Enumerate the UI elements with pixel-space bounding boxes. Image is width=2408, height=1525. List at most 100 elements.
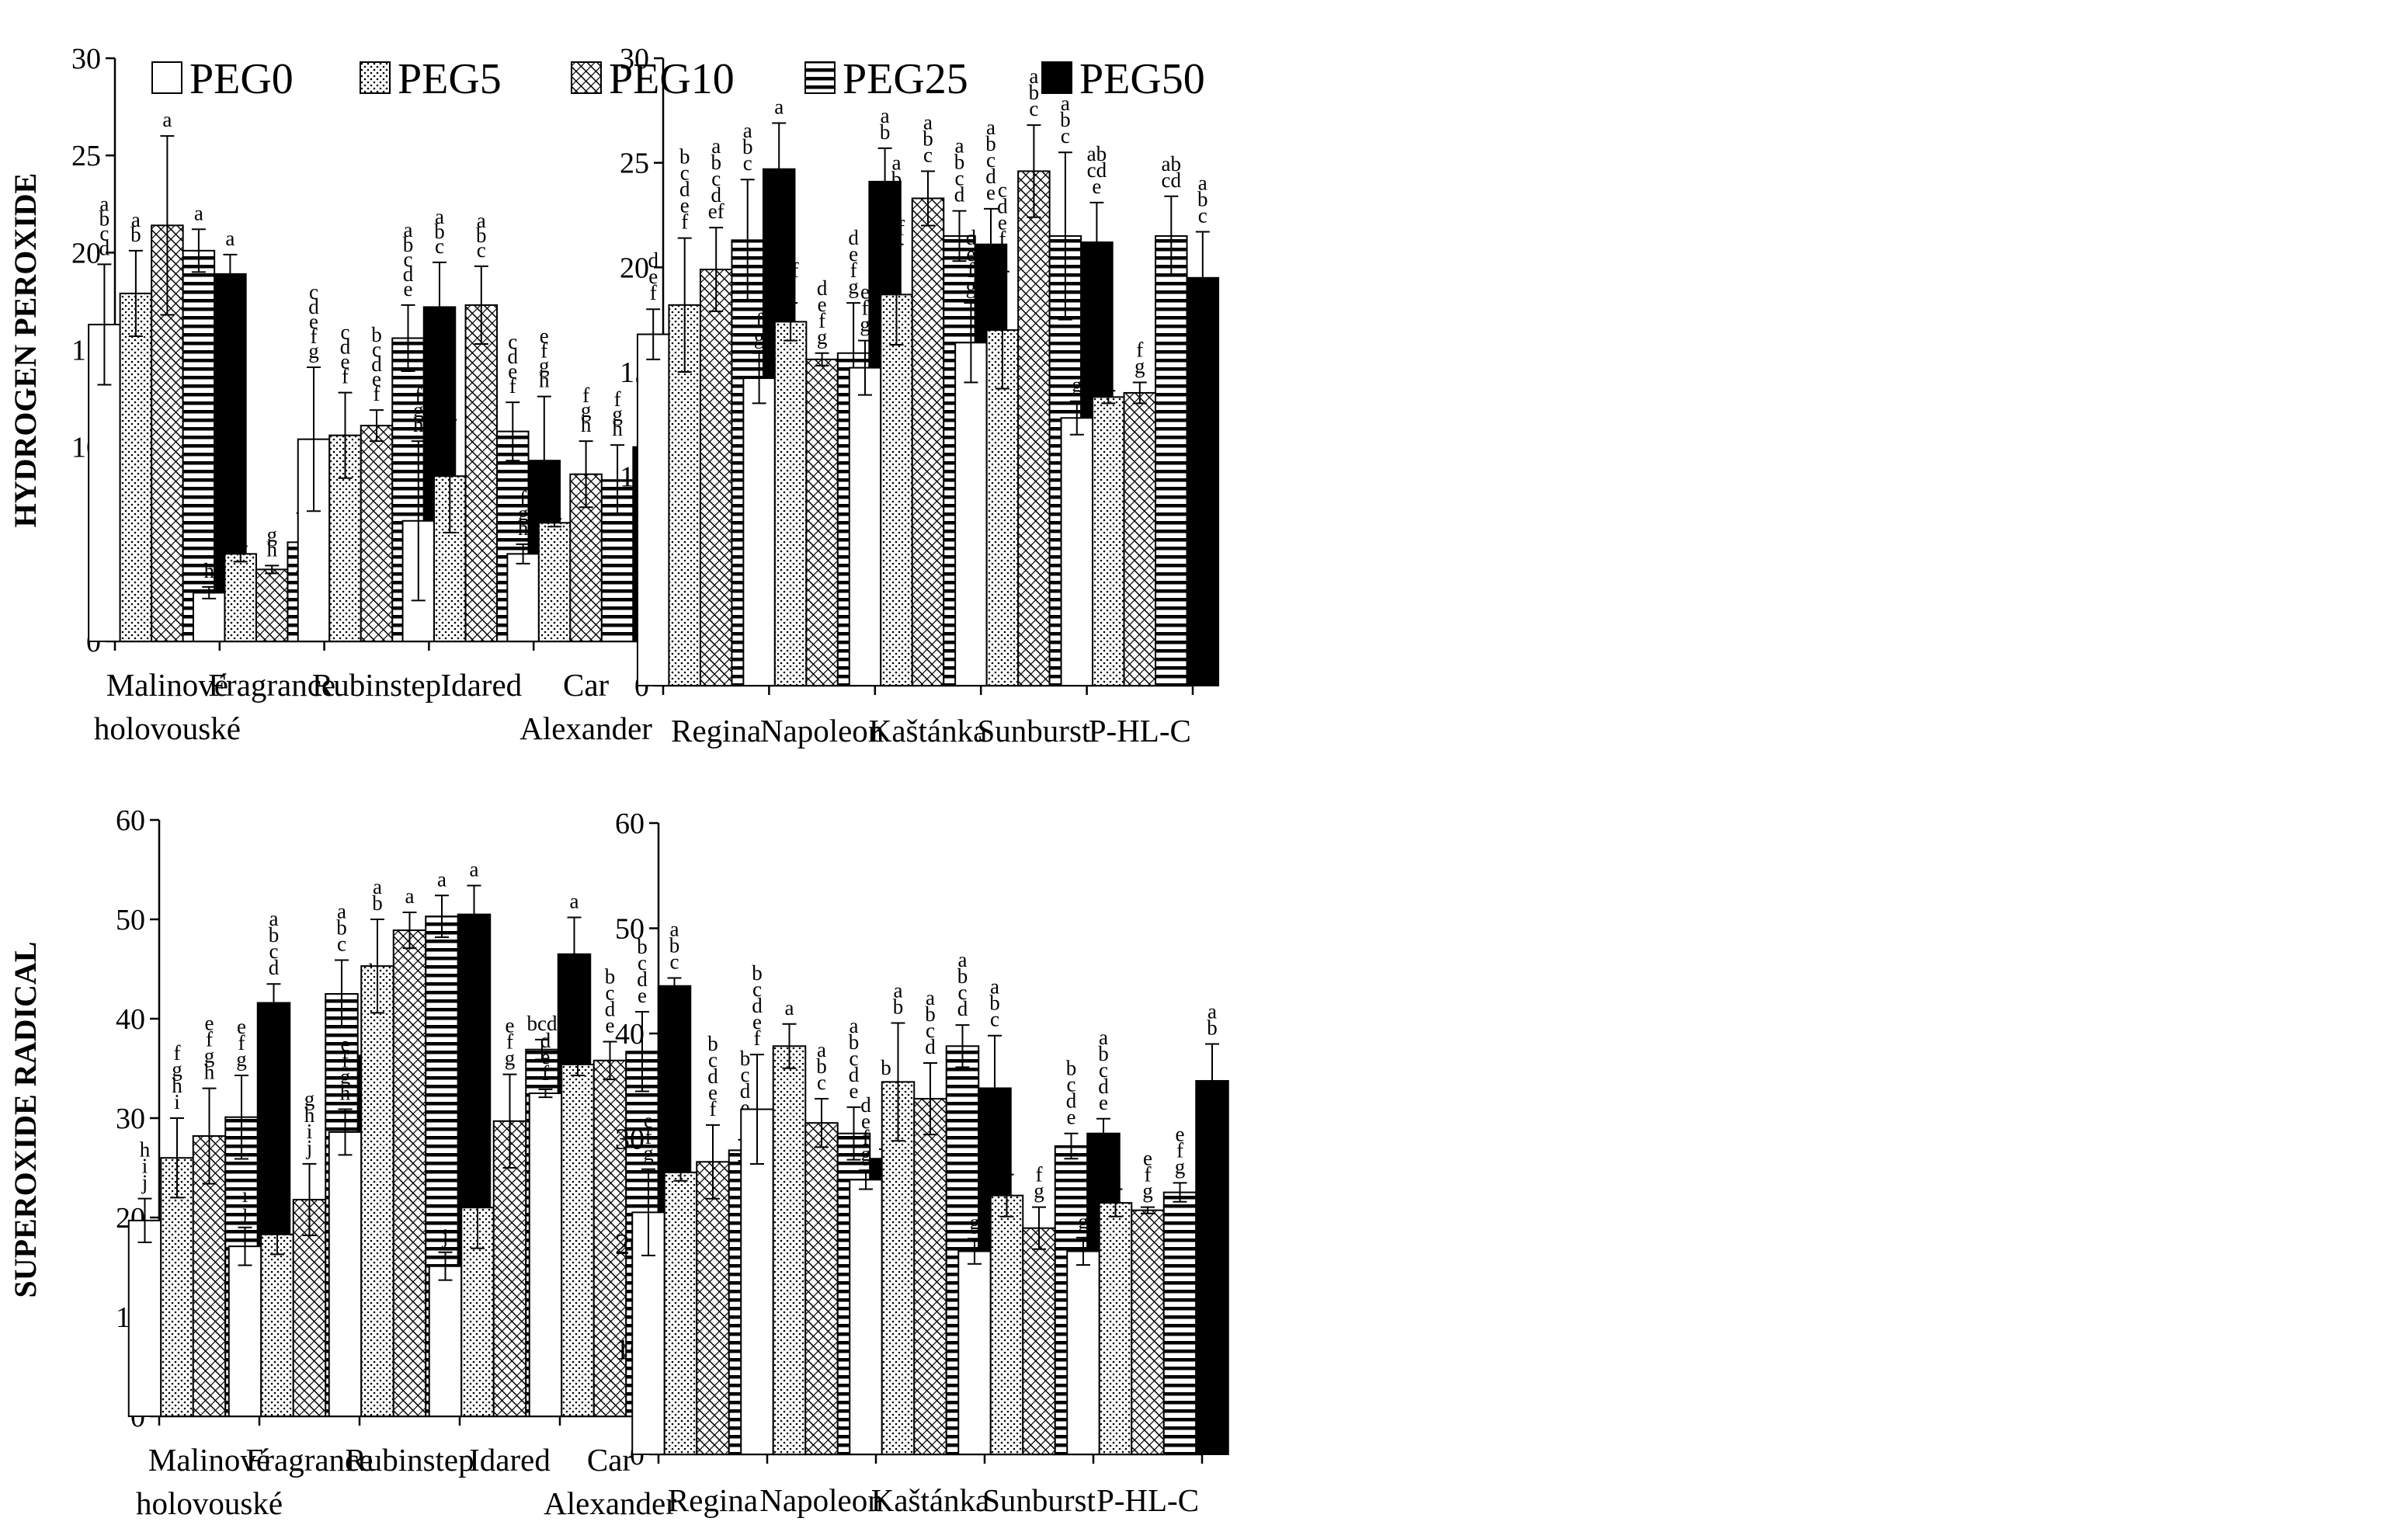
significance-letter: f	[509, 374, 516, 398]
significance-letter: a	[437, 867, 447, 891]
category-label: Kaštánka	[871, 1482, 990, 1518]
significance-letter: f	[342, 365, 349, 388]
significance-letter: b	[99, 207, 110, 230]
significance-letter: d	[997, 195, 1008, 218]
category-label: Regina	[668, 1482, 758, 1518]
significance-letter: i	[307, 1120, 313, 1143]
significance-letter: a	[477, 209, 486, 232]
y-tick-label: 30	[71, 43, 101, 75]
legend-label-peg0: PEG0	[189, 55, 294, 103]
significance-letter: h	[266, 537, 277, 561]
significance-letter: c	[477, 238, 486, 262]
significance-letter: j	[442, 1225, 449, 1248]
significance-letter: e	[541, 1045, 551, 1068]
significance-letter: g	[754, 325, 765, 349]
significance-letter: e	[341, 350, 350, 373]
significance-letter: a	[99, 192, 109, 215]
significance-letter: a	[774, 95, 784, 118]
significance-letter: b	[989, 992, 1000, 1015]
significance-letter: i	[474, 1123, 481, 1146]
significance-letter: g	[785, 275, 796, 298]
significance-letter: c	[1029, 97, 1038, 120]
significance-letter: a	[404, 218, 413, 241]
bar-peg0	[742, 377, 776, 686]
significance-letter: f	[862, 297, 869, 320]
y-tick-label: 50	[116, 904, 145, 936]
significance-letter: a	[470, 857, 479, 881]
significance-letter: a	[785, 996, 794, 1020]
significance-letter: f	[850, 259, 857, 282]
y-tick-label: 30	[615, 1124, 645, 1156]
significance-letter: g	[1002, 1147, 1013, 1170]
significance-letter: a	[1099, 1026, 1108, 1049]
significance-letter: i	[242, 1183, 248, 1207]
significance-letter: b	[336, 915, 347, 939]
significance-letter: f	[174, 1041, 181, 1065]
significance-letter: b	[707, 1032, 718, 1055]
significance-letter: c	[676, 1071, 686, 1094]
category-label: Car	[563, 667, 610, 703]
significance-letter: c	[99, 221, 109, 245]
significance-letter: b	[372, 891, 383, 915]
legend-swatch-peg5	[360, 61, 391, 94]
significance-letter: b	[1066, 1057, 1077, 1080]
significance-letter: f	[206, 1028, 213, 1051]
significance-letter: a	[337, 899, 346, 922]
bar-peg10	[699, 269, 733, 686]
significance-letter: c	[670, 950, 679, 974]
bar-peg0	[1060, 417, 1094, 687]
bar-peg10	[1123, 391, 1157, 686]
significance-letter: d	[679, 178, 690, 201]
significance-letter: g	[549, 476, 560, 499]
significance-letter: g	[860, 313, 870, 336]
significance-letter: g	[860, 1142, 871, 1165]
significance-letter: h	[413, 413, 424, 436]
significance-letter: d	[817, 276, 828, 300]
category-label: Idared	[469, 1442, 551, 1478]
significance-letter: e	[849, 242, 858, 266]
significance-letter: a	[958, 948, 968, 971]
significance-letter: f	[519, 487, 526, 510]
significance-letter: c	[958, 981, 968, 1004]
significance-letter: a	[1198, 172, 1207, 195]
significance-letter: e	[205, 1012, 214, 1035]
significance-letter: a	[990, 975, 999, 999]
bar-peg25	[1155, 234, 1188, 686]
significance-letter: c	[923, 143, 933, 166]
bar-peg50	[1186, 276, 1220, 686]
significance-letter: c	[711, 167, 721, 190]
significance-letter: f	[818, 309, 825, 332]
significance-letter: e	[540, 325, 549, 348]
significance-letter: f	[650, 281, 657, 304]
significance-letter: b	[403, 233, 414, 256]
significance-letter: g	[1072, 373, 1082, 397]
bar-peg5	[772, 1045, 807, 1455]
category-label: Malinové	[106, 667, 228, 703]
significance-letter: e	[341, 1032, 350, 1055]
significance-letter: c	[990, 1008, 999, 1031]
significance-letter: a	[670, 918, 679, 941]
significance-letter: b	[985, 132, 996, 155]
significance-letter: c	[680, 162, 690, 185]
significance-letter: e	[680, 194, 690, 217]
significance-letter: d	[508, 345, 519, 368]
significance-letter: b	[849, 1030, 860, 1054]
significance-letter: c	[638, 951, 647, 974]
significance-letter: b	[1060, 108, 1071, 131]
significance-letter: f	[710, 1097, 717, 1120]
bar-peg10	[804, 1122, 839, 1456]
significance-letter: e	[850, 1079, 859, 1103]
significance-letter: c	[269, 940, 279, 963]
bar-peg5	[881, 1081, 916, 1455]
significance-letter: c	[372, 338, 381, 361]
significance-letter: g	[236, 1047, 247, 1071]
significance-letter: c	[850, 1047, 859, 1070]
significance-letter: e	[1099, 1091, 1108, 1114]
significance-letter: cd	[1162, 168, 1182, 192]
bar-peg10	[1017, 170, 1051, 686]
y-tick-label: 30	[116, 1103, 145, 1135]
bar-peg5	[1092, 396, 1125, 686]
significance-letter: i	[142, 1155, 148, 1178]
significance-letter: f	[968, 259, 975, 282]
